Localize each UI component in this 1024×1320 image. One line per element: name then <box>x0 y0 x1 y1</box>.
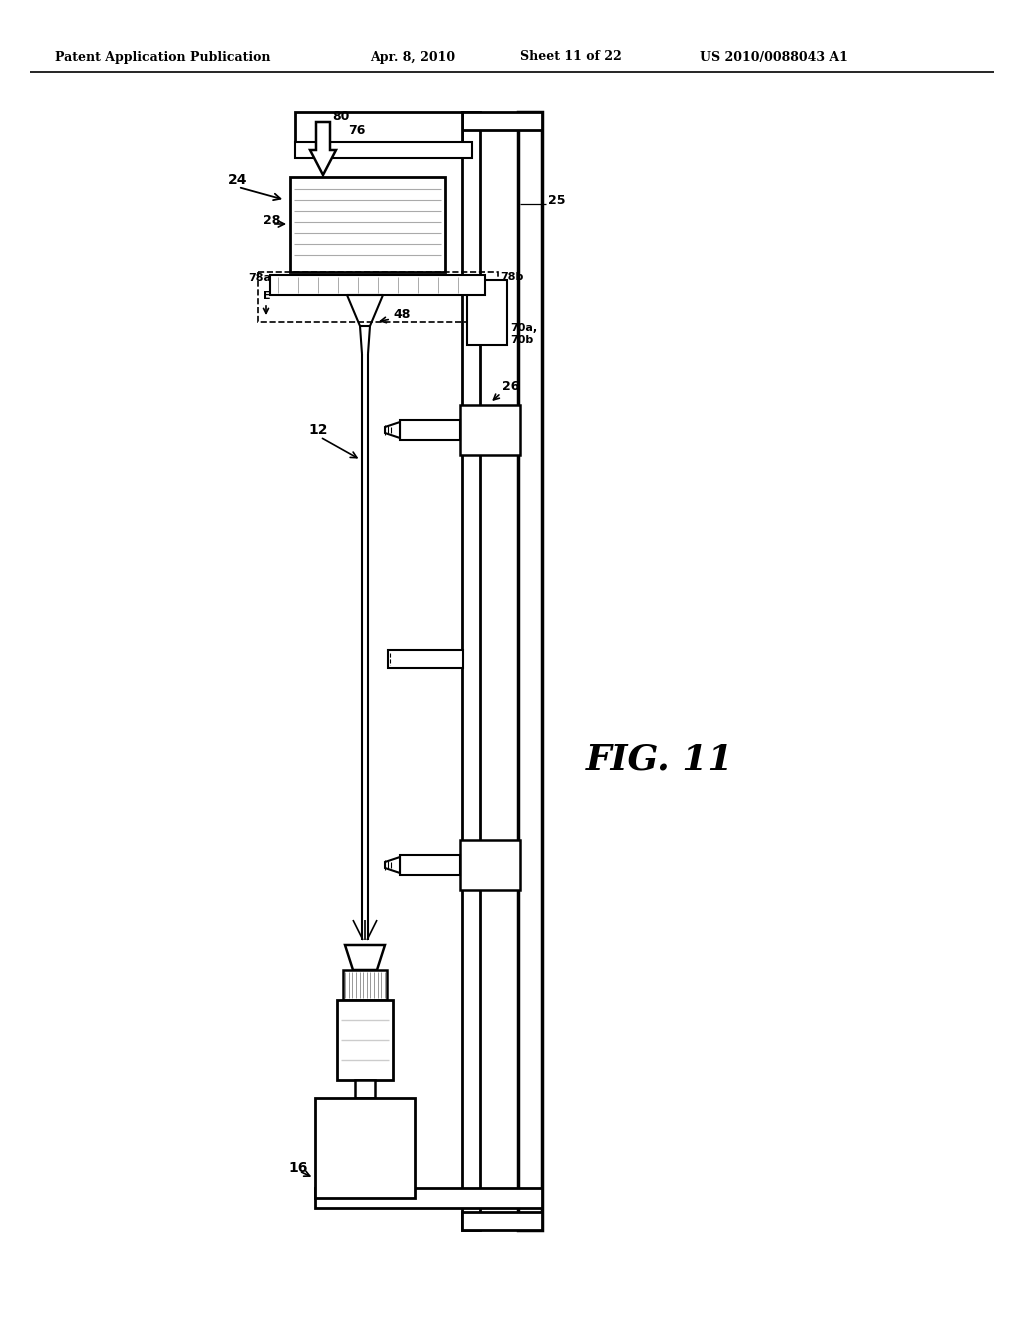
Polygon shape <box>310 121 336 176</box>
Text: Apr. 8, 2010: Apr. 8, 2010 <box>370 50 455 63</box>
Bar <box>388 649 463 668</box>
Text: 76: 76 <box>348 124 366 137</box>
Text: 25: 25 <box>548 194 565 206</box>
Text: US 2010/0088043 A1: US 2010/0088043 A1 <box>700 50 848 63</box>
Bar <box>315 1098 415 1199</box>
Text: 12: 12 <box>308 422 328 437</box>
Bar <box>295 112 462 143</box>
Bar <box>337 1001 393 1080</box>
Bar <box>315 1188 542 1208</box>
Bar <box>518 112 542 1230</box>
Text: 70a,: 70a, <box>510 323 538 333</box>
Text: E: E <box>263 290 270 301</box>
Bar <box>343 970 387 1001</box>
Text: 16: 16 <box>288 1162 307 1175</box>
Text: 28: 28 <box>263 214 281 227</box>
Text: 78a: 78a <box>248 273 271 282</box>
Bar <box>462 1212 542 1230</box>
Text: 48: 48 <box>393 309 411 322</box>
Bar <box>460 405 520 455</box>
Bar <box>258 272 498 322</box>
Bar <box>467 280 507 345</box>
Text: E: E <box>497 290 505 301</box>
Bar <box>400 420 460 440</box>
Polygon shape <box>385 422 400 438</box>
Text: 26: 26 <box>502 380 519 393</box>
Bar <box>460 840 520 890</box>
Text: Patent Application Publication: Patent Application Publication <box>55 50 270 63</box>
Text: 24: 24 <box>228 173 248 187</box>
Bar <box>290 177 445 272</box>
Bar <box>462 112 542 129</box>
Bar <box>400 855 460 875</box>
Text: 78b: 78b <box>500 272 523 282</box>
Text: Sheet 11 of 22: Sheet 11 of 22 <box>520 50 622 63</box>
Text: 80: 80 <box>332 110 349 123</box>
Polygon shape <box>345 945 385 970</box>
Text: FIG. 11: FIG. 11 <box>586 743 734 777</box>
Bar <box>295 143 472 158</box>
Bar <box>355 1080 375 1098</box>
Polygon shape <box>385 857 400 873</box>
Text: 70b: 70b <box>510 335 534 345</box>
Bar <box>462 112 480 1230</box>
Bar <box>270 275 485 294</box>
